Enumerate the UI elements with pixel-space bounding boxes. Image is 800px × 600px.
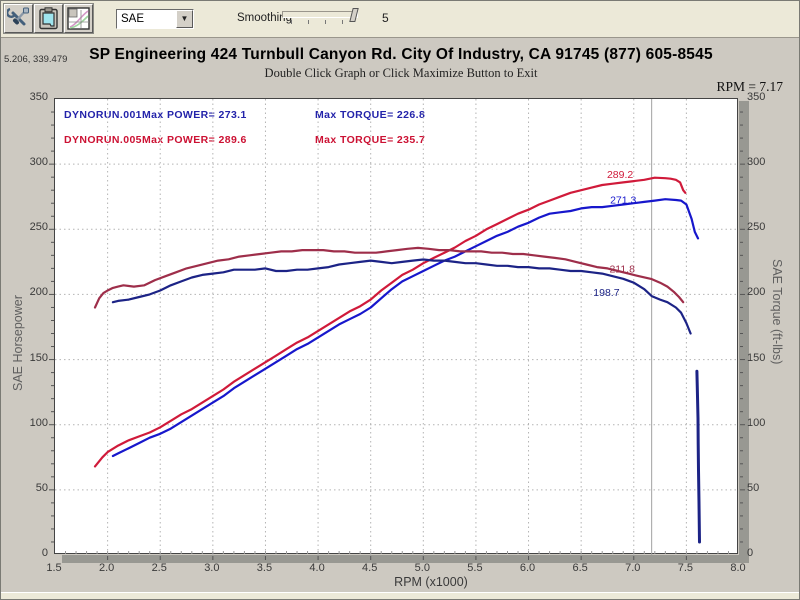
toolbar: SAE ▼ Smoothing 5 (1, 1, 799, 38)
cursor-value-label: 198.7 (593, 287, 619, 299)
y-tick-label-left: 200 (29, 286, 48, 299)
wrench-screwdriver-icon (7, 7, 29, 26)
cursor-value-label: 289.2 (607, 169, 633, 181)
dynorun-005-power (93, 176, 687, 468)
y-tick-label-left: 0 (41, 547, 48, 559)
y-tick-label-left: 250 (29, 221, 48, 234)
dynorun-001-torque (111, 258, 692, 335)
y-tick-label-right: 350 (747, 91, 766, 103)
plot-shadow (739, 101, 749, 563)
legend-run-2-torque: Max TORQUE= 235.7 (315, 134, 426, 146)
dyno-chart-svg[interactable]: 289.2 271.3 211.8 198.7 (49, 99, 745, 560)
tools-button[interactable] (4, 4, 33, 33)
chart-subtitle: Double Click Graph or Click Maximize But… (264, 66, 538, 80)
smoothing-value: 5 (382, 11, 389, 25)
x-tick-label: 2.0 (98, 562, 115, 574)
right-axis-title: SAE Torque (ft-lbs) (770, 259, 784, 365)
left-axis-title: SAE Horsepower (11, 295, 25, 391)
y-tick-label-left: 350 (29, 91, 48, 103)
dynorun-001-dropout (695, 369, 701, 544)
legend-run-1-name: DYNORUN.001 (64, 109, 142, 121)
smoothing-label: Smoothing (237, 12, 292, 24)
y-tick-label-right: 200 (747, 286, 766, 299)
y-tick-label-right: 150 (747, 351, 766, 364)
smoothing-slider-ticks (286, 20, 354, 25)
x-tick-label: 8.0 (730, 562, 746, 574)
smoothing-slider[interactable] (282, 8, 359, 28)
x-axis-title: RPM (x1000) (394, 575, 468, 589)
x-tick-label: 3.5 (256, 562, 273, 574)
mini-graph-icon (67, 7, 90, 30)
y-tick-label-left: 150 (29, 351, 48, 364)
y-tick-label-left: 100 (29, 416, 48, 429)
legend-run-1-torque: Max TORQUE= 226.8 (315, 109, 426, 121)
x-tick-label: 1.5 (46, 562, 62, 574)
rpm-readout: RPM = 7.17 (716, 79, 783, 94)
y-tick-label-right: 0 (747, 547, 754, 559)
clipboard-button[interactable] (34, 4, 63, 33)
x-tick-label: 6.5 (572, 562, 588, 574)
cursor-coordinates-readout: 5.206, 339.479 (4, 54, 68, 65)
x-tick-label: 3.0 (204, 562, 220, 574)
y-tick-label-right: 300 (747, 156, 766, 169)
legend-run-2-name: DYNORUN.005 (64, 134, 142, 146)
legend-run-2-power: Max POWER= 289.6 (142, 134, 247, 146)
x-tick-label: 6.0 (519, 562, 536, 574)
clipboard-icon (39, 7, 58, 30)
chevron-down-icon[interactable]: ▼ (176, 10, 193, 28)
window-bottom-edge (1, 592, 799, 599)
cursor-value-label: 271.3 (610, 194, 636, 206)
graph-button[interactable] (64, 4, 93, 33)
y-tick-label-left: 50 (35, 481, 48, 494)
dynorun-001-power (111, 198, 700, 458)
x-tick-label: 7.5 (677, 562, 694, 574)
dyno-graph[interactable]: DYNORUN.001 Max POWER= 273.1 Max TORQUE=… (49, 98, 745, 560)
legend-run-1-power: Max POWER= 273.1 (142, 109, 247, 121)
cursor-value-label: 211.8 (609, 264, 635, 276)
dynorun-005-torque (93, 246, 685, 309)
y-tick-label-right: 50 (747, 481, 760, 494)
smoothing-slider-track[interactable] (282, 11, 358, 18)
correction-dropdown-value: SAE (121, 13, 145, 25)
x-tick-label: 2.5 (151, 562, 167, 574)
plot-shadow (62, 555, 749, 563)
x-tick-label: 7.0 (625, 562, 641, 574)
y-tick-label-left: 300 (29, 156, 48, 169)
x-tick-label: 5.5 (467, 562, 483, 574)
chart-title: SP Engineering 424 Turnbull Canyon Rd. C… (89, 46, 713, 63)
x-tick-label: 4.0 (309, 562, 325, 574)
x-tick-label: 4.5 (362, 562, 378, 574)
y-tick-label-right: 250 (747, 221, 766, 234)
y-tick-label-right: 100 (747, 416, 766, 429)
correction-dropdown[interactable]: SAE ▼ (116, 9, 194, 29)
x-tick-label: 5.0 (414, 562, 430, 574)
